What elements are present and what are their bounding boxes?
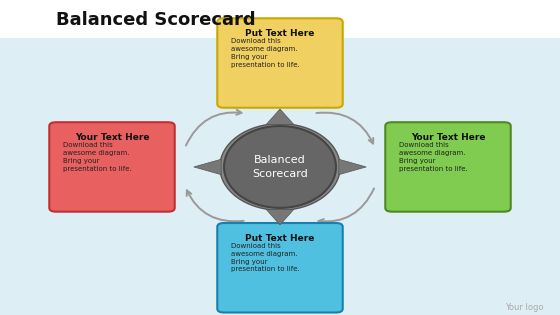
Polygon shape — [194, 159, 221, 175]
Text: Download this
awesome diagram.
Bring your
presentation to life.: Download this awesome diagram. Bring you… — [231, 243, 300, 272]
Ellipse shape — [224, 126, 336, 208]
Text: Your Text Here: Your Text Here — [410, 133, 486, 142]
FancyArrowPatch shape — [186, 190, 244, 221]
Polygon shape — [339, 159, 366, 175]
Polygon shape — [266, 109, 293, 124]
Text: Download this
awesome diagram.
Bring your
presentation to life.: Download this awesome diagram. Bring you… — [231, 38, 300, 68]
Ellipse shape — [220, 124, 340, 210]
Text: Download this
awesome diagram.
Bring your
presentation to life.: Download this awesome diagram. Bring you… — [63, 142, 132, 172]
Text: Balanced
Scorecard: Balanced Scorecard — [252, 155, 308, 179]
Text: Your logo: Your logo — [505, 303, 543, 312]
FancyArrowPatch shape — [319, 188, 374, 224]
FancyArrowPatch shape — [186, 110, 241, 146]
FancyBboxPatch shape — [217, 18, 343, 108]
Text: Your Text Here: Your Text Here — [74, 133, 150, 142]
Polygon shape — [266, 209, 293, 225]
Text: Put Text Here: Put Text Here — [245, 234, 315, 243]
FancyArrowPatch shape — [316, 112, 374, 144]
FancyBboxPatch shape — [0, 0, 560, 38]
Text: Download this
awesome diagram.
Bring your
presentation to life.: Download this awesome diagram. Bring you… — [399, 142, 468, 172]
Text: Put Text Here: Put Text Here — [245, 29, 315, 38]
FancyBboxPatch shape — [217, 223, 343, 312]
Text: Balanced Scorecard: Balanced Scorecard — [56, 11, 255, 29]
FancyBboxPatch shape — [49, 122, 175, 212]
FancyBboxPatch shape — [385, 122, 511, 212]
